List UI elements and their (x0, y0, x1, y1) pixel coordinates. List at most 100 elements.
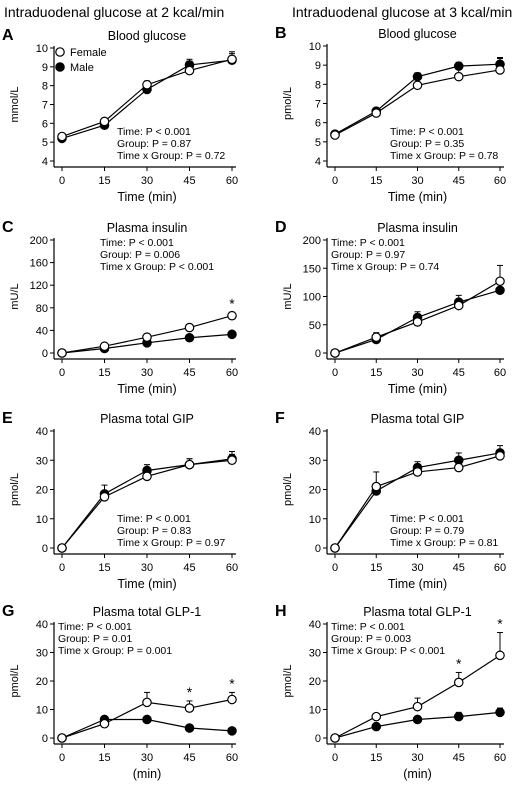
chart-title: Plasma insulin (377, 221, 458, 235)
x-tick-label: 0 (59, 562, 65, 574)
x-axis-label: Time (min) (388, 190, 447, 204)
x-tick-label: 15 (98, 367, 110, 379)
stats-text: Time x Group: P = 0.97 (117, 537, 225, 549)
significance-star: * (187, 684, 193, 700)
x-tick-label: 60 (226, 175, 238, 187)
x-tick-label: 45 (183, 562, 195, 574)
y-tick-label: 30 (309, 648, 321, 660)
y-tick-label: 9 (315, 60, 321, 72)
x-tick-label: 30 (141, 752, 153, 764)
x-tick-label: 30 (141, 367, 153, 379)
x-tick-label: 0 (332, 562, 338, 574)
data-point-male (495, 285, 505, 296)
significance-star: * (497, 616, 503, 632)
y-tick-label: 0 (315, 348, 321, 360)
data-point-female (495, 451, 505, 461)
y-tick-label: 40 (36, 619, 48, 631)
y-tick-label: 10 (36, 514, 48, 526)
stats-text: Time: P < 0.001 (390, 513, 464, 525)
x-tick-label: 45 (453, 752, 465, 764)
y-tick-label: 8 (42, 81, 48, 93)
stats-text: Time x Group: P < 0.001 (331, 645, 445, 657)
y-tick-label: 7 (42, 100, 48, 112)
data-point-female (227, 455, 237, 466)
x-axis-label: Time (min) (117, 382, 176, 396)
x-tick-label: 0 (59, 367, 65, 379)
stats-text: Time x Group: P < 0.001 (100, 261, 214, 273)
y-axis-label: pmol/L (282, 664, 294, 697)
stats-text: Group: P = 0.87 (117, 138, 191, 150)
x-tick-label: 0 (332, 752, 338, 764)
data-point-female (371, 332, 382, 342)
stats-text: Group: P = 0.35 (390, 138, 464, 150)
stats-text: Time x Group: P = 0.78 (390, 150, 498, 162)
x-tick-label: 0 (59, 752, 65, 764)
x-axis-label: (min) (403, 767, 431, 781)
data-point-female (453, 300, 464, 311)
x-tick-label: 60 (226, 562, 238, 574)
data-point-female (495, 650, 505, 661)
x-tick-label: 30 (141, 175, 153, 187)
y-tick-label: 40 (36, 426, 48, 438)
data-point-female (99, 116, 110, 127)
x-tick-label: 60 (494, 752, 506, 764)
data-point-male (184, 332, 195, 343)
x-tick-label: 60 (494, 367, 506, 379)
data-point-female (99, 341, 110, 352)
y-tick-label: 20 (309, 485, 321, 497)
data-point-male (412, 714, 423, 725)
data-point-female (495, 65, 505, 75)
x-axis-label: Time (min) (117, 577, 176, 591)
y-tick-label: 5 (42, 137, 48, 149)
y-tick-label: 20 (309, 676, 321, 688)
data-point-female (142, 79, 152, 90)
x-tick-label: 0 (332, 367, 338, 379)
x-tick-label: 15 (98, 752, 110, 764)
significance-star: * (229, 295, 235, 311)
data-point-female (57, 348, 67, 358)
y-tick-label: 30 (36, 455, 48, 467)
data-point-female (57, 543, 67, 553)
y-tick-label: 20 (36, 485, 48, 497)
data-point-female (412, 467, 423, 477)
legend-marker-male (55, 62, 65, 72)
y-tick-label: 40 (36, 325, 48, 337)
x-tick-label: 0 (59, 175, 65, 187)
y-tick-label: 200 (303, 235, 321, 247)
y-tick-label: 100 (303, 292, 321, 304)
data-point-female (371, 108, 382, 118)
legend: Female Male (55, 47, 107, 74)
data-point-female (453, 462, 464, 473)
y-axis-label: mU/L (9, 283, 21, 309)
y-tick-label: 0 (42, 733, 48, 745)
significance-star: * (229, 675, 235, 691)
y-tick-label: 0 (42, 543, 48, 555)
y-tick-label: 8 (315, 79, 321, 91)
stats-text: Time: P < 0.001 (117, 126, 191, 138)
x-axis-label: (min) (133, 767, 161, 781)
panel-letter: G (2, 603, 14, 620)
stats-text: Time: P < 0.001 (117, 513, 191, 525)
data-point-female (371, 711, 382, 722)
x-tick-label: 45 (183, 752, 195, 764)
data-point-female (57, 131, 67, 142)
panel-letter: C (2, 219, 14, 236)
panel-letter: H (275, 603, 287, 620)
y-tick-label: 40 (309, 619, 321, 631)
y-tick-label: 0 (315, 733, 321, 745)
y-tick-label: 200 (30, 235, 48, 247)
chart-title: Blood glucose (378, 27, 457, 41)
chart-title: Plasma total GIP (100, 412, 194, 426)
chart-title: Plasma total GIP (371, 412, 465, 426)
data-point-female (184, 322, 195, 333)
y-tick-label: 0 (42, 348, 48, 360)
x-tick-label: 30 (141, 562, 153, 574)
x-tick-label: 15 (370, 175, 382, 187)
stats-text: Time x Group: P = 0.81 (390, 537, 498, 549)
x-tick-label: 30 (411, 367, 423, 379)
data-point-male (184, 723, 195, 733)
y-tick-label: 7 (315, 99, 321, 111)
data-point-female (495, 276, 505, 287)
